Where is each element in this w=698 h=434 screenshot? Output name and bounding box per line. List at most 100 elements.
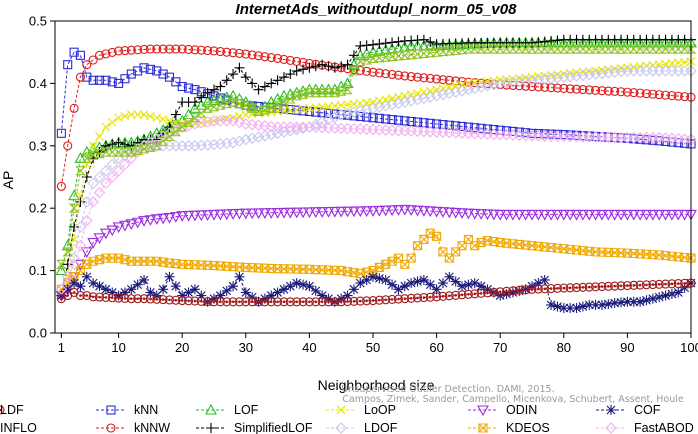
point-cof <box>228 281 239 292</box>
point-simplifiedlof <box>164 122 175 133</box>
point-ldf <box>673 279 683 289</box>
point-cof <box>590 299 601 310</box>
point-ldof <box>488 78 500 91</box>
point-knnw <box>661 90 671 100</box>
point-ldof <box>443 87 456 100</box>
point-odin <box>125 219 138 230</box>
point-cof <box>393 284 404 295</box>
point-inflo <box>456 45 468 55</box>
point-knn <box>323 108 334 118</box>
point-knnw <box>114 46 124 56</box>
point-odin <box>150 214 163 225</box>
point-ldf <box>381 295 391 305</box>
point-cof <box>450 276 461 287</box>
point-odin <box>621 209 634 221</box>
legend-label-kdeos: KDEOS <box>506 421 550 434</box>
point-odin <box>602 209 615 221</box>
point-ldf <box>158 295 168 305</box>
point-ldof <box>608 66 621 78</box>
point-knnw <box>75 72 85 82</box>
point-simplifiedlof <box>527 37 537 48</box>
point-knnw <box>641 89 652 99</box>
point-knnw <box>120 46 130 56</box>
point-ldf <box>463 289 473 299</box>
point-simplifiedlof <box>418 34 429 45</box>
point-ldf <box>203 297 213 307</box>
point-ldof <box>602 67 615 79</box>
point-lof <box>545 36 558 48</box>
point-odin <box>634 209 647 221</box>
point-lof <box>341 77 354 88</box>
point-odin <box>576 209 589 221</box>
point-cof <box>183 287 194 298</box>
point-odin <box>443 207 456 219</box>
point-inflo <box>189 113 201 123</box>
point-inflo <box>405 50 417 60</box>
point-knn <box>381 114 391 124</box>
point-ldf <box>120 293 130 303</box>
point-lof <box>589 36 602 48</box>
point-simplifiedlof <box>266 78 277 89</box>
point-inflo <box>297 89 309 99</box>
axis-ticks: 1 10 20 30 40 50 60 70 80 90 100 0.0 0.1 0.2 0.3 0.4 0.5 <box>29 14 698 356</box>
point-ldof <box>500 76 513 89</box>
point-lof <box>55 264 68 276</box>
point-ldof <box>246 132 258 145</box>
point-cof <box>215 290 226 301</box>
point-odin <box>487 209 500 221</box>
point-ldof <box>233 135 246 147</box>
point-simplifiedlof <box>259 81 270 92</box>
point-fastabod <box>106 171 119 183</box>
point-simplifiedlof <box>285 69 296 80</box>
point-inflo <box>494 44 506 54</box>
point-ldf <box>661 279 671 289</box>
point-cof <box>189 284 200 295</box>
point-simplifiedlof <box>81 172 92 182</box>
point-inflo <box>234 99 245 109</box>
point-ldf <box>355 296 365 306</box>
point-lof <box>430 39 443 51</box>
point-knnw <box>667 91 677 101</box>
point-knnw <box>527 81 537 92</box>
legend-label-loop: LoOP <box>364 403 396 417</box>
point-knn <box>94 75 105 85</box>
point-simplifiedlof <box>100 140 111 151</box>
point-ldf <box>559 283 569 293</box>
legend-label-ldf: LDF <box>0 403 24 417</box>
point-ldf <box>285 297 295 307</box>
point-inflo <box>628 44 640 54</box>
point-ldf <box>591 282 601 292</box>
point-knn <box>75 50 85 60</box>
point-inflo <box>583 44 595 54</box>
point-cof <box>412 276 423 287</box>
point-odin <box>99 228 112 240</box>
point-ldf <box>489 287 499 297</box>
point-odin <box>354 206 367 218</box>
point-odin <box>188 210 201 222</box>
legend-entry-ldf: LDF <box>0 403 24 417</box>
point-simplifiedlof <box>425 36 436 47</box>
point-ldf <box>215 297 225 307</box>
point-odin <box>589 209 602 221</box>
point-knnw <box>196 45 206 55</box>
point-knnw <box>63 141 73 151</box>
point-knnw <box>260 52 270 62</box>
point-knn <box>393 115 403 125</box>
point-simplifiedlof <box>355 40 366 51</box>
point-inflo <box>253 106 264 117</box>
point-cof <box>88 278 99 289</box>
point-loop <box>146 111 155 121</box>
point-simplifiedlof <box>170 109 181 120</box>
point-odin <box>456 208 468 219</box>
point-ldof <box>220 137 233 150</box>
x-tick-label: 10 <box>111 340 125 355</box>
point-ldf <box>508 286 518 296</box>
point-fastabod <box>119 158 131 171</box>
point-inflo <box>374 53 385 63</box>
point-cof <box>437 278 448 289</box>
point-cof <box>539 274 550 285</box>
point-ldf <box>298 297 308 307</box>
legend-label-knnw: kNNW <box>134 421 170 434</box>
point-knnw <box>438 75 448 85</box>
point-inflo <box>164 131 175 141</box>
